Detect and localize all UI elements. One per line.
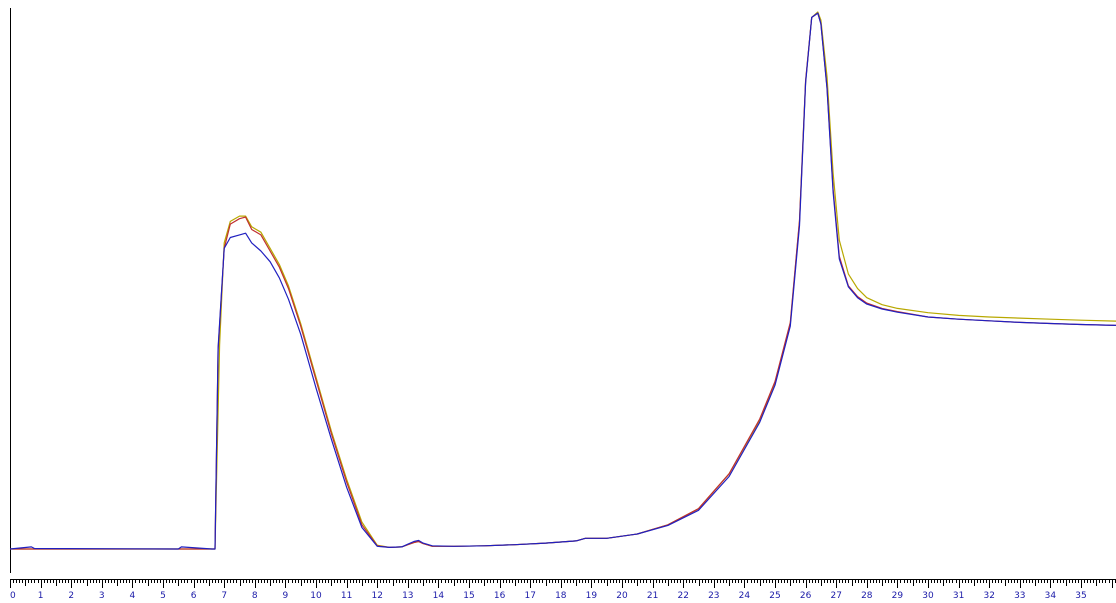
x-tick-label: 25: [769, 591, 780, 601]
x-tick-label: 16: [494, 591, 506, 601]
x-tick-label: 20: [616, 591, 628, 601]
series-line-3: [9, 12, 1116, 550]
x-axis: 0 1 2 3 4 5 6 7 8 9 10 11 12 13 14 15 16 17 18 19 20 21 22 23 24…: [10, 579, 1116, 601]
x-tick-label: 9: [283, 591, 289, 601]
x-tick-label: 11: [341, 591, 352, 601]
x-tick-label: 13: [402, 591, 413, 601]
x-tick-label: 34: [1045, 591, 1057, 601]
x-tick-label: 4: [130, 591, 136, 601]
x-tick-label: 6: [191, 591, 197, 601]
x-tick-label: 26: [800, 591, 812, 601]
x-tick-label: 32: [983, 591, 994, 601]
series-line-2: [10, 12, 1116, 550]
x-tick-label: 27: [830, 591, 841, 601]
x-tick-label: 33: [1014, 591, 1025, 601]
x-tick-label: 19: [586, 591, 598, 601]
x-tick-label: 3: [99, 591, 105, 601]
x-tick-label: 14: [433, 591, 445, 601]
x-tick-label: 1: [38, 591, 44, 601]
x-tick-label: 31: [953, 591, 964, 601]
x-tick-label: 18: [555, 591, 567, 601]
series-group: [9, 11, 1116, 550]
x-tick-label: 30: [922, 591, 934, 601]
x-tick-label: 2: [68, 591, 74, 601]
x-tick-label: 0: [10, 591, 16, 601]
series-line-1: [10, 11, 1116, 550]
x-tick-label: 21: [647, 591, 658, 601]
x-tick-label: 15: [463, 591, 474, 601]
x-tick-label: 28: [861, 591, 873, 601]
x-tick-label: 12: [371, 591, 382, 601]
x-tick-label: 23: [708, 591, 719, 601]
x-tick-label: 5: [160, 591, 166, 601]
x-tick-label: 35: [1075, 591, 1086, 601]
x-tick-label: 22: [677, 591, 688, 601]
x-tick-label: 7: [221, 591, 227, 601]
x-tick-label: 29: [892, 591, 904, 601]
x-tick-label: 10: [310, 591, 322, 601]
x-tick-label: 17: [524, 591, 535, 601]
x-tick-label: 24: [739, 591, 751, 601]
x-tick-label: 8: [252, 591, 258, 601]
